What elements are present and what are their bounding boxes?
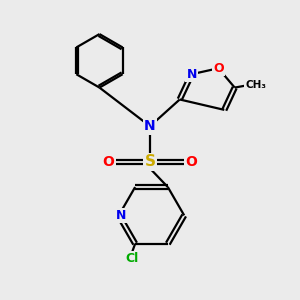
Text: O: O bbox=[213, 62, 224, 75]
Text: N: N bbox=[116, 209, 126, 222]
Text: Cl: Cl bbox=[125, 252, 139, 265]
Text: O: O bbox=[186, 155, 197, 169]
Text: CH₃: CH₃ bbox=[245, 80, 266, 90]
Text: S: S bbox=[145, 154, 155, 169]
Text: O: O bbox=[103, 155, 114, 169]
Text: N: N bbox=[144, 119, 156, 133]
Text: N: N bbox=[186, 68, 197, 81]
